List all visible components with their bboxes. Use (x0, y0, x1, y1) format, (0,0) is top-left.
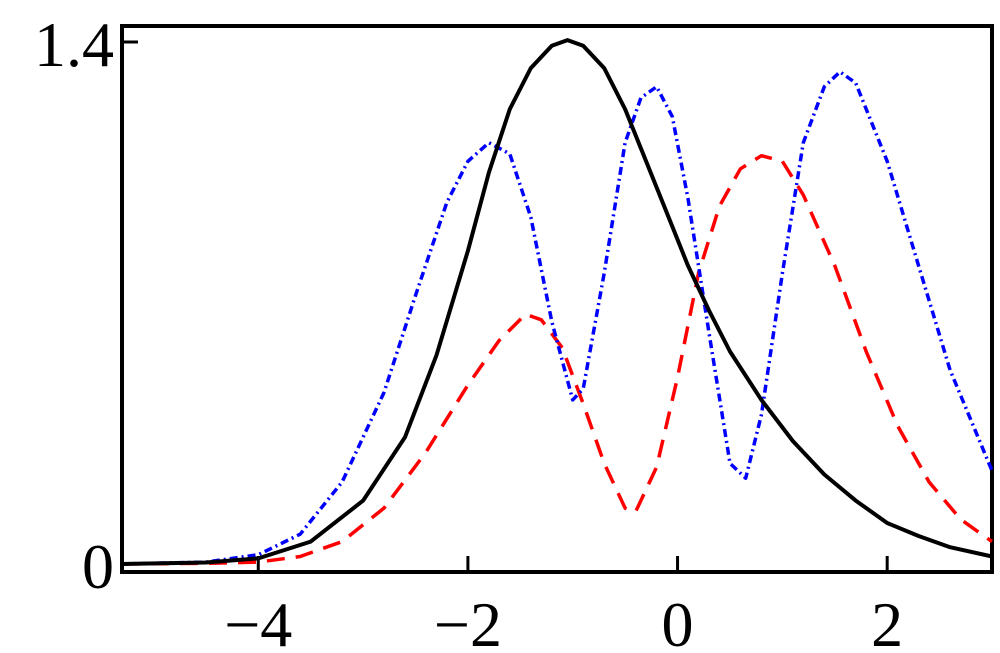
dotdash-blue-series (121, 70, 994, 566)
solid-black-series (121, 38, 993, 566)
series-lines (121, 38, 994, 566)
x-tick-label: 0 (662, 589, 694, 653)
axis-tick-labels: −4 −2 0 2 0 1.4 (34, 9, 903, 653)
y-tick-label: 0 (82, 531, 114, 602)
x-tick-label: 2 (871, 589, 903, 653)
x-tick-label: −2 (434, 589, 502, 653)
x-tick-label: −4 (224, 589, 292, 653)
y-tick-label: 1.4 (34, 9, 114, 80)
dashed-red-series (121, 153, 994, 566)
plot-frame (120, 24, 994, 574)
